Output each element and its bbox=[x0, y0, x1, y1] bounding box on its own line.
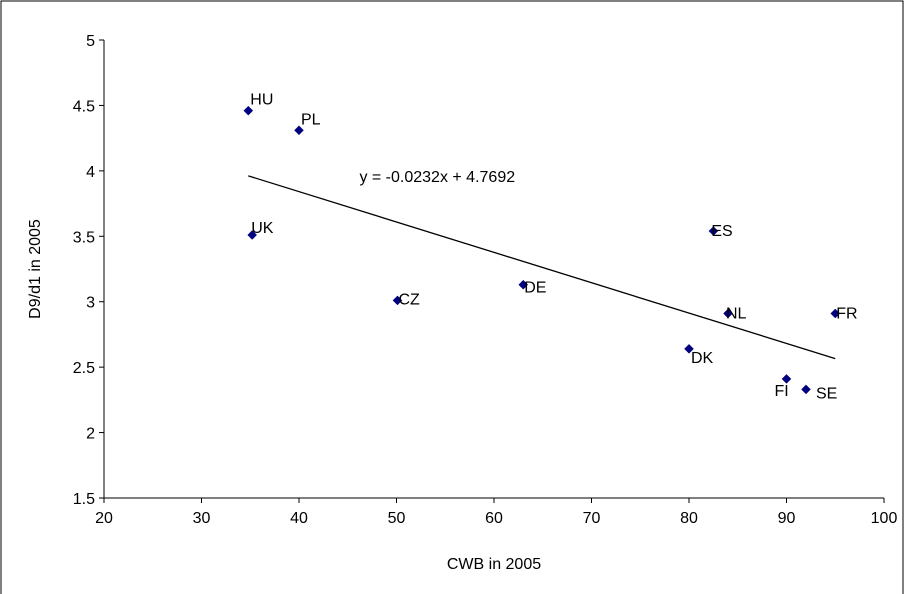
trendline bbox=[248, 175, 836, 360]
x-tick-label: 60 bbox=[485, 510, 503, 527]
y-axis-title: D9/d1 in 2005 bbox=[27, 219, 44, 319]
point-label-cz: CZ bbox=[398, 291, 420, 308]
y-tick-label: 2 bbox=[86, 426, 95, 443]
data-point-hu bbox=[243, 105, 254, 116]
trendline-equation: y = -0.0232x + 4.7692 bbox=[359, 169, 515, 186]
x-tick-label: 90 bbox=[778, 510, 796, 527]
y-tick-label: 1.5 bbox=[73, 491, 95, 508]
data-point-fr bbox=[830, 308, 841, 319]
x-tick-label: 30 bbox=[193, 510, 211, 527]
data-point-es bbox=[708, 226, 719, 236]
x-tick-label: 50 bbox=[388, 510, 406, 527]
x-tick-label: 70 bbox=[583, 510, 601, 527]
y-tick-label: 4.5 bbox=[73, 98, 95, 115]
y-tick-label: 3 bbox=[86, 295, 95, 312]
point-label-se: SE bbox=[816, 385, 837, 402]
x-tick-label: 80 bbox=[680, 510, 698, 527]
x-tick-label: 100 bbox=[871, 510, 898, 527]
point-label-pl: PL bbox=[301, 111, 321, 128]
x-tick-label: 20 bbox=[95, 510, 113, 527]
y-tick-label: 2.5 bbox=[73, 360, 95, 377]
data-point-uk bbox=[247, 230, 258, 240]
data-points: HU PL UK CZ DE ES NL FR DK FI SE bbox=[243, 92, 858, 402]
y-tick-label: 5 bbox=[86, 33, 95, 50]
point-label-fi: FI bbox=[775, 383, 789, 400]
point-label-fr: FR bbox=[836, 305, 857, 322]
data-point-cz bbox=[392, 295, 403, 306]
point-label-dk: DK bbox=[691, 350, 714, 367]
point-label-uk: UK bbox=[251, 220, 274, 237]
data-point-se bbox=[801, 384, 811, 395]
trendline-group bbox=[248, 175, 836, 360]
y-tick-label: 4 bbox=[86, 164, 95, 181]
x-axis-title: CWB in 2005 bbox=[447, 556, 541, 573]
data-point-de bbox=[518, 279, 529, 290]
data-point-pl bbox=[294, 125, 304, 136]
y-tick-label: 3.5 bbox=[73, 229, 95, 246]
point-label-es: ES bbox=[711, 223, 732, 240]
point-label-de: DE bbox=[524, 280, 546, 297]
x-tick-label: 40 bbox=[290, 510, 308, 527]
data-point-nl bbox=[723, 308, 733, 319]
data-point-fi bbox=[781, 374, 792, 384]
data-point-dk bbox=[684, 343, 694, 354]
point-label-nl: NL bbox=[726, 305, 747, 322]
axes: 1.5 2 2.5 3 3.5 4 4.5 5 20 30 40 50 60 70 80 90 100 bbox=[73, 33, 898, 527]
point-label-hu: HU bbox=[250, 92, 273, 109]
